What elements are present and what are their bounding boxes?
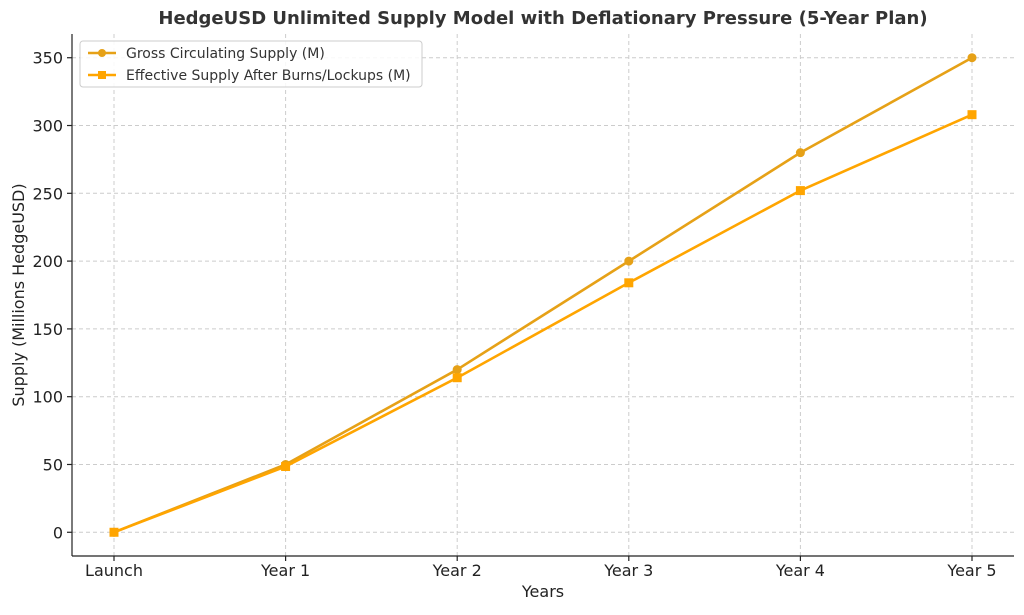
series-line bbox=[113, 113, 973, 534]
y-axis-label: Supply (Millions HedgeUSD) bbox=[9, 183, 28, 406]
data-point-square bbox=[967, 110, 977, 120]
x-tick-label: Launch bbox=[85, 561, 143, 580]
legend: Gross Circulating Supply (M) Effective Su… bbox=[79, 40, 423, 88]
data-point-square bbox=[109, 527, 119, 537]
y-tick-label: 200 bbox=[32, 252, 63, 271]
y-tick-label: 150 bbox=[32, 320, 63, 339]
legend-item: Effective Supply After Burns/Lockups (M) bbox=[88, 68, 411, 84]
x-tick-label: Year 4 bbox=[775, 561, 825, 580]
data-point-circle bbox=[967, 53, 977, 63]
series-line bbox=[113, 56, 973, 534]
y-tick-label: 0 bbox=[53, 523, 63, 542]
data-point-square bbox=[452, 373, 462, 383]
legend-marker-square bbox=[98, 71, 106, 79]
x-axis-label: Years bbox=[521, 582, 564, 601]
data-point-square bbox=[624, 278, 634, 288]
data-point-square bbox=[281, 462, 291, 472]
x-tick-label: Year 3 bbox=[603, 561, 653, 580]
x-tick-label: Year 5 bbox=[946, 561, 996, 580]
legend-label: Gross Circulating Supply (M) bbox=[126, 46, 325, 62]
data-point-square bbox=[795, 186, 805, 196]
y-tick-label: 250 bbox=[32, 184, 63, 203]
legend-label: Effective Supply After Burns/Lockups (M) bbox=[126, 68, 411, 84]
x-tick-label: Year 1 bbox=[260, 561, 310, 580]
y-tick-label: 300 bbox=[32, 117, 63, 136]
legend-marker-circle bbox=[98, 49, 106, 57]
data-point-circle bbox=[624, 256, 634, 266]
legend-item: Gross Circulating Supply (M) bbox=[88, 46, 325, 62]
y-tick-label: 100 bbox=[32, 388, 63, 407]
x-tick-label: Year 2 bbox=[432, 561, 482, 580]
legend-box bbox=[79, 40, 423, 88]
data-point-circle bbox=[452, 365, 462, 375]
grid bbox=[72, 34, 1014, 556]
data-point-circle bbox=[795, 148, 805, 158]
series-2 bbox=[109, 110, 977, 537]
series-layer bbox=[109, 53, 977, 537]
axes: 0 50 100 150 200 250 300 350 Launch Year 1 Year 2 Y… bbox=[32, 34, 1014, 580]
chart-title: HedgeUSD Unlimited Supply Model with Def… bbox=[158, 8, 927, 29]
y-tick-label: 350 bbox=[32, 49, 63, 68]
y-tick-label: 50 bbox=[43, 455, 63, 474]
